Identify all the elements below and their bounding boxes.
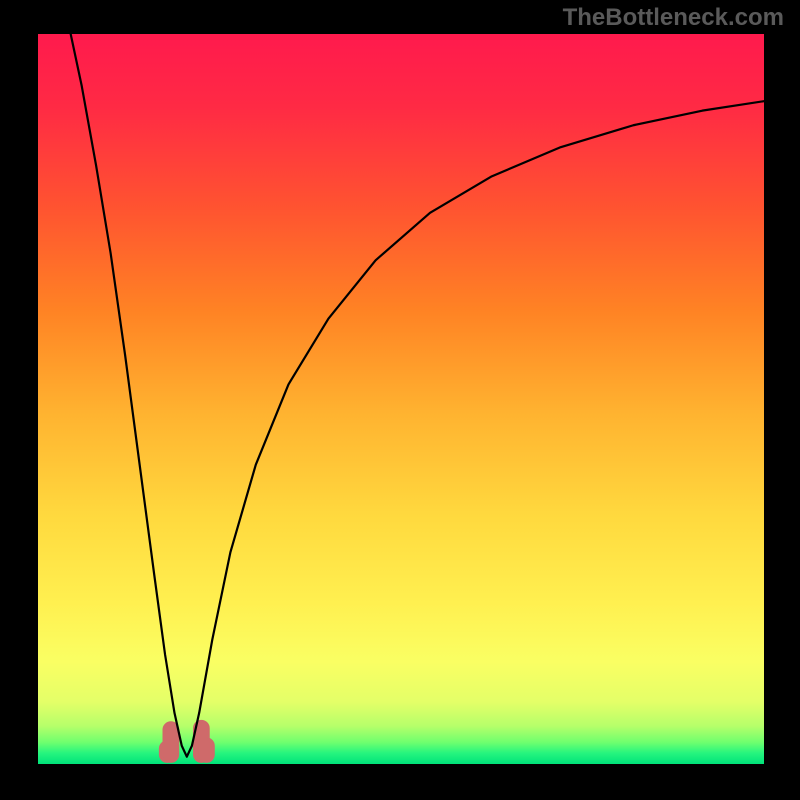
canvas-root: TheBottleneck.com	[0, 0, 800, 800]
plot-area	[38, 34, 764, 764]
bottom-marker	[198, 738, 214, 763]
watermark-text: TheBottleneck.com	[563, 4, 784, 32]
bottleneck-curve	[71, 34, 764, 757]
bottom-marker	[163, 722, 179, 763]
curve-layer	[38, 34, 764, 764]
